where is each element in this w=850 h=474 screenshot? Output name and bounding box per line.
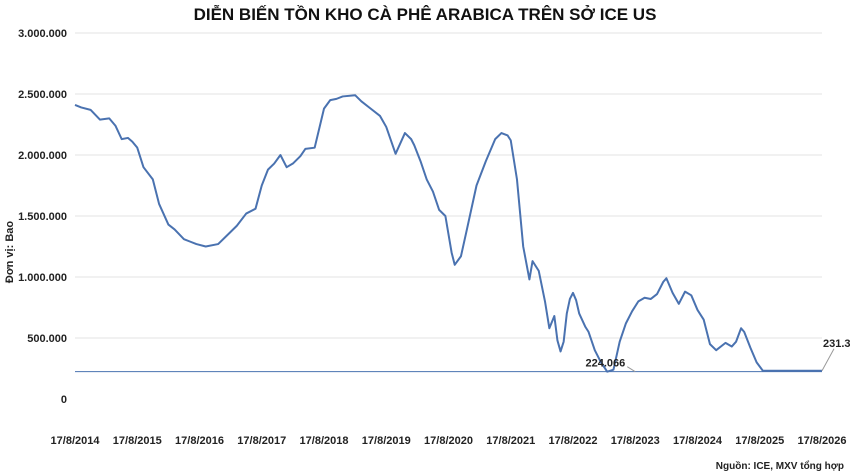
grid-lines — [75, 32, 822, 339]
y-tick-label: 2.000.000 — [18, 150, 67, 162]
x-axis-ticks: 17/8/2014 17/8/2015 17/8/2016 17/8/2017 17/8… — [51, 435, 847, 447]
y-axis-ticks: 0 500.000 1.000.000 1.500.000 2.000.000 2.500… — [18, 28, 67, 406]
x-tick-label: 17/8/2025 — [735, 435, 784, 447]
x-tick-label: 17/8/2024 — [673, 435, 723, 447]
y-tick-label: 500.000 — [27, 333, 67, 345]
x-tick-label: 17/8/2018 — [300, 435, 349, 447]
x-tick-label: 17/8/2014 — [51, 435, 101, 447]
annotation-leader — [626, 366, 636, 373]
y-tick-label: 1.000.000 — [18, 272, 67, 284]
y-tick-label: 2.500.000 — [18, 89, 67, 101]
x-tick-label: 17/8/2026 — [798, 435, 847, 447]
annotation-label: 224.066 — [585, 358, 625, 370]
source-note: Nguồn: ICE, MXV tổng hợp — [716, 460, 844, 472]
x-tick-label: 17/8/2015 — [113, 435, 162, 447]
y-axis-label: Đơn vị: Bao — [4, 221, 16, 283]
chart-title: DIỄN BIẾN TỒN KHO CÀ PHÊ ARABICA TRÊN SỞ… — [194, 5, 657, 24]
annotation-leader — [821, 348, 835, 372]
series-line — [74, 94, 822, 373]
x-tick-label: 17/8/2022 — [549, 435, 598, 447]
y-tick-label: 3.000.000 — [18, 28, 67, 40]
y-tick-label: 1.500.000 — [18, 211, 67, 223]
x-tick-label: 17/8/2021 — [486, 435, 535, 447]
x-tick-label: 17/8/2017 — [237, 435, 286, 447]
y-tick-label: 0 — [61, 394, 67, 406]
x-tick-label: 17/8/2019 — [362, 435, 411, 447]
annotation-label: 231.340 — [823, 338, 850, 350]
x-tick-label: 17/8/2016 — [175, 435, 224, 447]
x-tick-label: 17/8/2023 — [611, 435, 660, 447]
annotations: 224.066 231.340 — [585, 338, 850, 373]
x-tick-label: 17/8/2020 — [424, 435, 473, 447]
